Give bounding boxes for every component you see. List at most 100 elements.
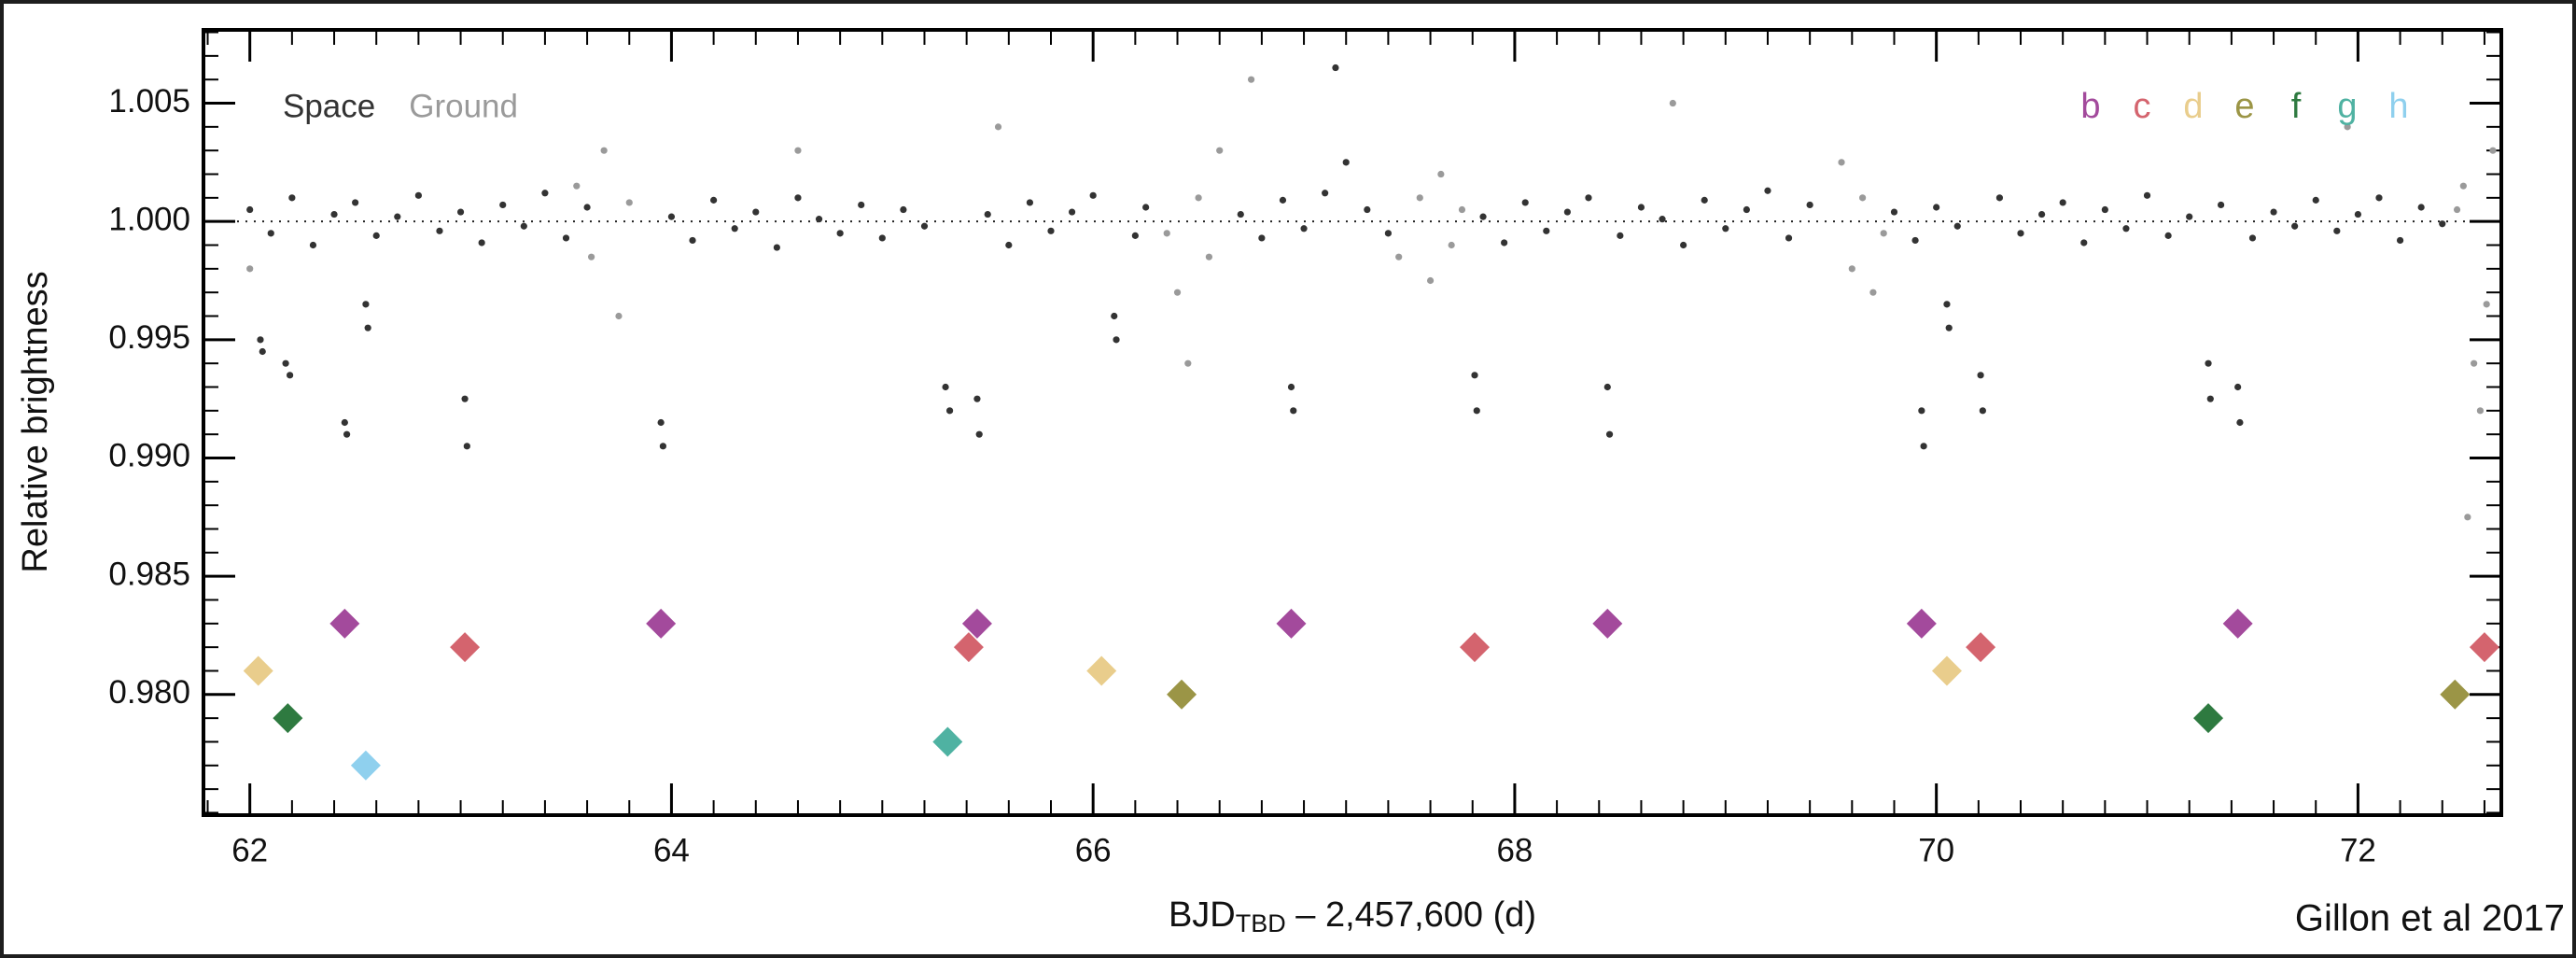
data-point xyxy=(1142,204,1150,211)
data-point xyxy=(1290,407,1297,415)
data-point xyxy=(2236,418,2244,427)
x-tick-label: 62 xyxy=(231,832,268,868)
data-point xyxy=(794,194,802,202)
data-point xyxy=(2059,199,2066,206)
data-point xyxy=(1458,205,1466,214)
data-point xyxy=(1279,196,1287,204)
data-point xyxy=(394,213,401,220)
data-point xyxy=(364,324,371,331)
legend-entry: d xyxy=(2183,87,2203,126)
legend-entry: Ground xyxy=(409,88,518,124)
data-point xyxy=(2080,239,2088,247)
data-point xyxy=(1173,289,1182,296)
data-point xyxy=(1111,312,1118,320)
data-point xyxy=(330,210,338,218)
data-point xyxy=(246,265,254,273)
data-point xyxy=(836,230,844,237)
data-point xyxy=(878,234,886,242)
plot-frame xyxy=(202,28,2503,817)
data-point xyxy=(973,395,981,402)
data-point xyxy=(2038,210,2046,218)
data-point xyxy=(1701,196,1708,204)
data-point xyxy=(2333,227,2341,234)
data-point xyxy=(1473,407,1480,415)
data-point xyxy=(2205,359,2212,367)
transit-marker xyxy=(953,632,984,663)
data-point xyxy=(942,383,949,391)
data-point xyxy=(1205,253,1213,261)
data-point xyxy=(815,216,823,223)
y-tick-label: 1.005 xyxy=(108,83,190,120)
transit-marker xyxy=(1906,608,1937,639)
data-point xyxy=(288,194,296,202)
data-point xyxy=(2164,232,2172,239)
x-tick-label: 66 xyxy=(1075,832,1112,868)
data-point xyxy=(1953,222,1961,230)
data-point xyxy=(463,443,470,450)
data-point xyxy=(731,225,738,232)
x-tick-label: 68 xyxy=(1496,832,1533,868)
data-point xyxy=(1300,225,1308,232)
data-point xyxy=(2417,204,2425,211)
data-point xyxy=(1471,372,1478,379)
data-point xyxy=(1637,204,1645,211)
transit-marker xyxy=(1460,632,1491,663)
data-point xyxy=(858,201,865,209)
data-point xyxy=(1005,241,1013,249)
data-point xyxy=(1131,232,1139,239)
data-point xyxy=(2248,234,2257,242)
data-point xyxy=(1342,159,1350,166)
y-tick-label: 0.995 xyxy=(108,319,190,356)
data-point xyxy=(362,301,370,308)
data-point xyxy=(1364,205,1371,214)
data-point xyxy=(1859,194,1867,202)
x-label-main: BJD xyxy=(1169,895,1236,935)
data-point xyxy=(794,147,802,154)
data-point xyxy=(975,430,983,438)
data-point xyxy=(436,227,443,234)
y-tick-label: 0.980 xyxy=(108,674,190,711)
data-point xyxy=(259,347,266,356)
data-point xyxy=(246,205,254,214)
credit: Gillon et al 2017 xyxy=(2295,898,2565,939)
data-point xyxy=(287,372,294,379)
data-point xyxy=(1605,430,1614,438)
data-point xyxy=(1216,147,1224,154)
data-point xyxy=(1848,265,1855,273)
data-point xyxy=(1890,208,1898,216)
data-point xyxy=(659,443,667,450)
data-point xyxy=(1026,199,1034,206)
data-point xyxy=(984,210,991,218)
transit-marker xyxy=(350,750,381,781)
x-tick-label: 72 xyxy=(2340,832,2376,868)
data-point xyxy=(414,191,422,199)
data-point xyxy=(2312,196,2319,204)
transit-marker xyxy=(2222,608,2253,639)
data-point xyxy=(1047,227,1055,234)
data-point xyxy=(1617,232,1624,239)
transit-marker xyxy=(2469,632,2499,663)
data-point xyxy=(1838,159,1845,166)
data-point xyxy=(1416,194,1423,202)
data-point xyxy=(1543,227,1550,234)
transit-marker xyxy=(273,703,303,734)
data-point xyxy=(2471,359,2478,367)
data-point xyxy=(461,395,469,402)
data-point xyxy=(1977,372,1984,379)
legend-entry: Space xyxy=(283,88,375,124)
data-point xyxy=(2017,230,2024,237)
data-point xyxy=(1479,213,1487,220)
data-point xyxy=(657,418,665,427)
data-point xyxy=(2122,225,2130,232)
data-point xyxy=(945,407,954,415)
data-point xyxy=(1448,241,1455,249)
legend-entry: b xyxy=(2080,87,2100,126)
data-point xyxy=(2217,201,2225,209)
data-point xyxy=(1287,383,1295,391)
data-point xyxy=(1764,187,1771,194)
y-axis-label: Relative brightness xyxy=(16,271,55,572)
transit-marker xyxy=(932,726,963,757)
data-point xyxy=(2234,383,2242,391)
data-point xyxy=(2464,514,2471,521)
